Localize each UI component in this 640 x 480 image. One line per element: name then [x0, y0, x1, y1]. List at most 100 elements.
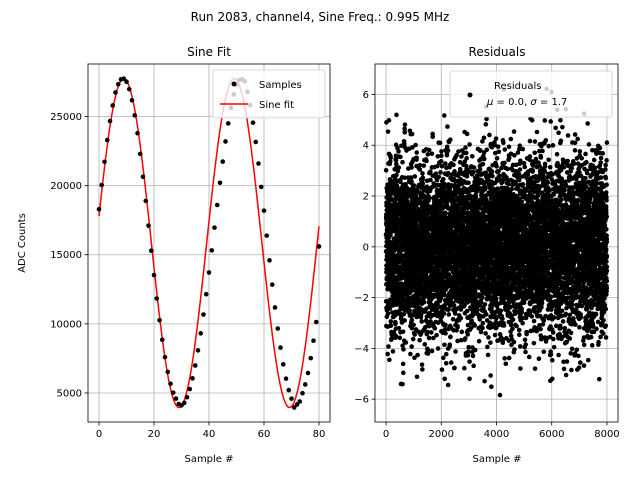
- sample-point: [168, 381, 173, 387]
- legend-samples-label: Samples: [259, 80, 302, 91]
- residual-point: [396, 149, 401, 154]
- residual-point: [489, 169, 495, 174]
- sample-point: [316, 244, 322, 249]
- residual-point: [443, 161, 448, 166]
- residual-point: [398, 154, 403, 160]
- residual-point: [481, 135, 487, 141]
- residual-point: [473, 195, 479, 200]
- residuals-title: Residuals: [469, 45, 526, 59]
- residual-point: [444, 152, 450, 158]
- sample-point: [126, 86, 132, 92]
- residual-point: [453, 349, 458, 354]
- residual-point: [502, 356, 507, 361]
- residual-point: [471, 165, 477, 170]
- residual-point: [442, 113, 447, 118]
- residual-point: [409, 317, 415, 323]
- residual-point: [483, 331, 488, 336]
- residual-point: [480, 325, 485, 331]
- residual-point: [480, 161, 486, 167]
- residual-point: [477, 167, 483, 172]
- residual-point: [451, 162, 456, 168]
- residual-point: [484, 116, 489, 122]
- residual-point: [424, 158, 429, 164]
- sine-fit-ytick-label: 10000: [50, 319, 82, 330]
- residual-point: [443, 360, 449, 366]
- residual-point: [506, 355, 512, 361]
- residual-point: [417, 167, 423, 172]
- sample-point: [209, 248, 215, 253]
- residual-point: [445, 124, 450, 129]
- residual-point: [463, 150, 469, 156]
- sample-point: [283, 376, 289, 381]
- residual-point: [388, 319, 394, 324]
- sample-point: [253, 139, 259, 145]
- residual-point: [498, 308, 504, 314]
- residual-point: [430, 134, 436, 139]
- sine-fit-ytick-label: 15000: [50, 250, 82, 261]
- sine-fit-xtick-label: 40: [203, 429, 216, 440]
- residual-point: [421, 299, 427, 305]
- sample-point: [173, 396, 179, 401]
- sample-point: [102, 159, 107, 165]
- residual-point: [412, 174, 418, 179]
- residual-point: [482, 378, 487, 384]
- sample-point: [165, 369, 171, 375]
- residual-point: [442, 376, 447, 382]
- residual-point: [462, 365, 467, 371]
- residual-point: [414, 150, 420, 155]
- residual-point: [458, 315, 464, 321]
- residual-point: [496, 149, 502, 155]
- residual-point: [402, 129, 408, 135]
- residual-point: [483, 185, 488, 191]
- residual-point: [443, 351, 449, 357]
- residual-point: [451, 303, 457, 308]
- residual-point: [470, 353, 476, 359]
- residual-point: [396, 325, 402, 331]
- residual-point: [439, 149, 444, 154]
- legend-samples-marker: [231, 81, 237, 87]
- residual-point: [387, 357, 392, 363]
- residual-point: [472, 323, 477, 328]
- sample-point: [297, 399, 303, 404]
- sample-point: [124, 79, 129, 85]
- residual-point: [424, 319, 430, 325]
- residual-point: [426, 147, 432, 153]
- sample-point: [220, 159, 226, 164]
- sample-point: [192, 363, 198, 368]
- sine-fit-ytick-label: 5000: [57, 388, 82, 399]
- residual-point: [439, 153, 444, 159]
- residual-point: [448, 360, 454, 365]
- residual-point: [393, 157, 399, 163]
- residual-point: [467, 376, 472, 382]
- residual-point: [459, 329, 465, 335]
- residual-point: [503, 361, 509, 367]
- sample-point: [286, 387, 292, 393]
- residual-point: [411, 183, 417, 188]
- sample-point: [272, 305, 278, 310]
- residual-point: [438, 170, 443, 175]
- sample-point: [258, 184, 264, 190]
- sample-point: [300, 390, 305, 396]
- residual-point: [402, 122, 408, 127]
- residual-point: [429, 330, 434, 335]
- residual-point: [489, 384, 494, 390]
- residual-point: [511, 339, 517, 345]
- sample-point: [212, 225, 217, 230]
- sample-point: [181, 400, 187, 406]
- sample-point: [264, 233, 270, 238]
- residual-point: [413, 221, 419, 227]
- sample-point: [121, 76, 127, 81]
- residual-point: [393, 334, 399, 340]
- sine-fit-xtick-label: 0: [96, 429, 102, 440]
- sample-point: [278, 345, 283, 350]
- sample-point: [151, 272, 157, 278]
- sample-point: [269, 282, 275, 287]
- sample-point: [143, 198, 149, 204]
- residual-point: [478, 329, 484, 335]
- residual-point: [386, 344, 391, 349]
- residual-point: [400, 361, 406, 367]
- residual-point: [425, 351, 431, 356]
- sample-point: [313, 319, 319, 325]
- residual-point: [488, 373, 493, 378]
- residual-point: [426, 335, 432, 341]
